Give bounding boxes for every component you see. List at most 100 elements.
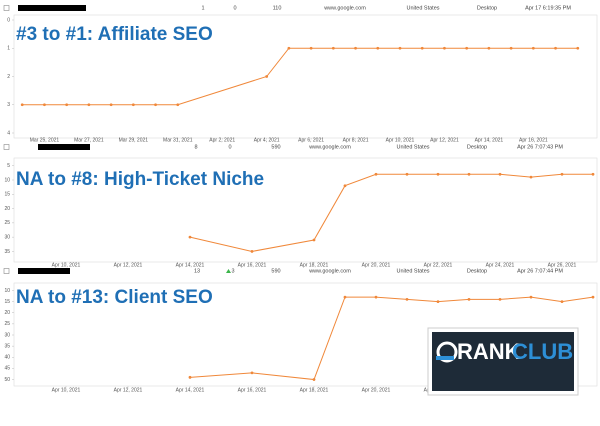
row-cell: 0 <box>228 144 231 150</box>
x-tick-label: Apr 26, 2021 <box>548 262 577 268</box>
x-tick-label: Mar 31, 2021 <box>163 137 193 143</box>
row-cell: United States <box>406 5 439 11</box>
x-tick-label: Apr 12, 2021 <box>114 387 143 393</box>
row-cell: 13 <box>194 268 200 274</box>
line <box>189 296 594 381</box>
y-tick-label: 0 <box>7 17 10 23</box>
x-tick-label: Apr 4, 2021 <box>254 137 280 143</box>
point <box>405 297 409 301</box>
x-tick-label: Apr 12, 2021 <box>430 137 459 143</box>
x-tick-label: Apr 2, 2021 <box>209 137 235 143</box>
logo: RANK CLUB <box>427 327 579 396</box>
x-tick-label: Apr 22, 2021 <box>424 262 453 268</box>
point <box>420 46 424 50</box>
y-tick-label: 35 <box>4 249 10 255</box>
up-arrow <box>226 269 231 273</box>
y-tick-label: 30 <box>4 332 10 338</box>
row-cell: 590 <box>271 268 280 274</box>
point <box>398 46 402 50</box>
x-tick-label: Apr 12, 2021 <box>114 262 143 268</box>
x-tick-label: Apr 16, 2021 <box>238 387 267 393</box>
y-tick-label: 45 <box>4 366 10 372</box>
row-cell: Apr 26 7:07:43 PM <box>517 144 563 150</box>
point <box>405 172 409 176</box>
point <box>436 300 440 303</box>
point <box>188 235 192 239</box>
point <box>154 103 157 107</box>
row-cell: Desktop <box>467 268 487 274</box>
point <box>250 250 254 253</box>
x-tick-label: Mar 27, 2021 <box>74 137 104 143</box>
point <box>109 103 113 107</box>
logo-club: CLUB <box>512 339 573 364</box>
redaction <box>18 5 86 11</box>
point <box>374 295 378 299</box>
redaction <box>18 268 70 274</box>
point <box>591 172 595 176</box>
point <box>312 378 316 381</box>
row-cell: Apr 17 6:19:35 PM <box>525 5 571 11</box>
y-tick-label: 20 <box>4 206 10 212</box>
point <box>312 238 316 242</box>
x-tick-label: Apr 24, 2021 <box>486 262 515 268</box>
point <box>436 172 440 176</box>
y-tick-label: 4 <box>7 130 10 136</box>
checkbox <box>3 268 10 274</box>
row-cell: 8 <box>194 144 197 150</box>
x-tick-label: Apr 20, 2021 <box>362 262 391 268</box>
point <box>498 297 502 301</box>
x-tick-label: Mar 25, 2021 <box>30 137 60 143</box>
row-cell: Apr 26 7:07:44 PM <box>517 268 563 274</box>
y-tick-label: 3 <box>7 102 10 108</box>
point <box>576 46 580 50</box>
row-cell: 3 <box>231 268 234 274</box>
y-tick-label: 15 <box>4 299 10 305</box>
point <box>560 300 564 303</box>
chart-title: NA to #13: Client SEO <box>16 287 213 308</box>
row-cell: 0 <box>233 5 236 11</box>
redaction <box>38 144 90 150</box>
point <box>374 172 378 176</box>
point <box>531 46 535 50</box>
x-tick-label: Apr 16, 2021 <box>519 137 548 143</box>
y-tick-label: 30 <box>4 234 10 240</box>
row-cell: 590 <box>271 144 280 150</box>
point <box>343 295 347 299</box>
y-tick-label: 50 <box>4 377 10 383</box>
row-cell: United States <box>396 144 429 150</box>
row-cell: www.google.com <box>308 144 351 150</box>
x-tick-label: Apr 16, 2021 <box>238 262 267 268</box>
point <box>560 172 564 176</box>
point <box>498 172 502 176</box>
chart-title: NA to #8: High-Ticket Niche <box>16 169 264 190</box>
y-tick-label: 10 <box>4 288 10 294</box>
point <box>354 46 357 50</box>
x-tick-label: Apr 6, 2021 <box>298 137 324 143</box>
y-tick-label: 2 <box>7 74 10 80</box>
chart-title: #3 to #1: Affiliate SEO <box>16 24 213 45</box>
point <box>65 103 69 107</box>
row-cell: Desktop <box>477 5 497 11</box>
row-cell: 110 <box>273 5 282 11</box>
y-tick-label: 15 <box>4 192 10 198</box>
point <box>188 375 192 379</box>
x-tick-label: Apr 14, 2021 <box>176 387 205 393</box>
point <box>309 46 313 50</box>
row-cell: www.google.com <box>308 268 351 274</box>
x-tick-label: Apr 20, 2021 <box>362 387 391 393</box>
point <box>591 295 595 299</box>
row-cell: Desktop <box>467 144 487 150</box>
y-tick-label: 10 <box>4 177 10 183</box>
point <box>131 103 135 107</box>
x-tick-label: Apr 8, 2021 <box>343 137 369 143</box>
point <box>176 103 180 107</box>
logo-rank: RANK <box>457 339 521 364</box>
point <box>465 46 469 50</box>
point <box>554 46 557 50</box>
y-tick-label: 25 <box>4 321 10 327</box>
point <box>443 46 446 50</box>
point <box>87 103 91 107</box>
y-tick-label: 40 <box>4 355 10 361</box>
point <box>467 172 471 176</box>
